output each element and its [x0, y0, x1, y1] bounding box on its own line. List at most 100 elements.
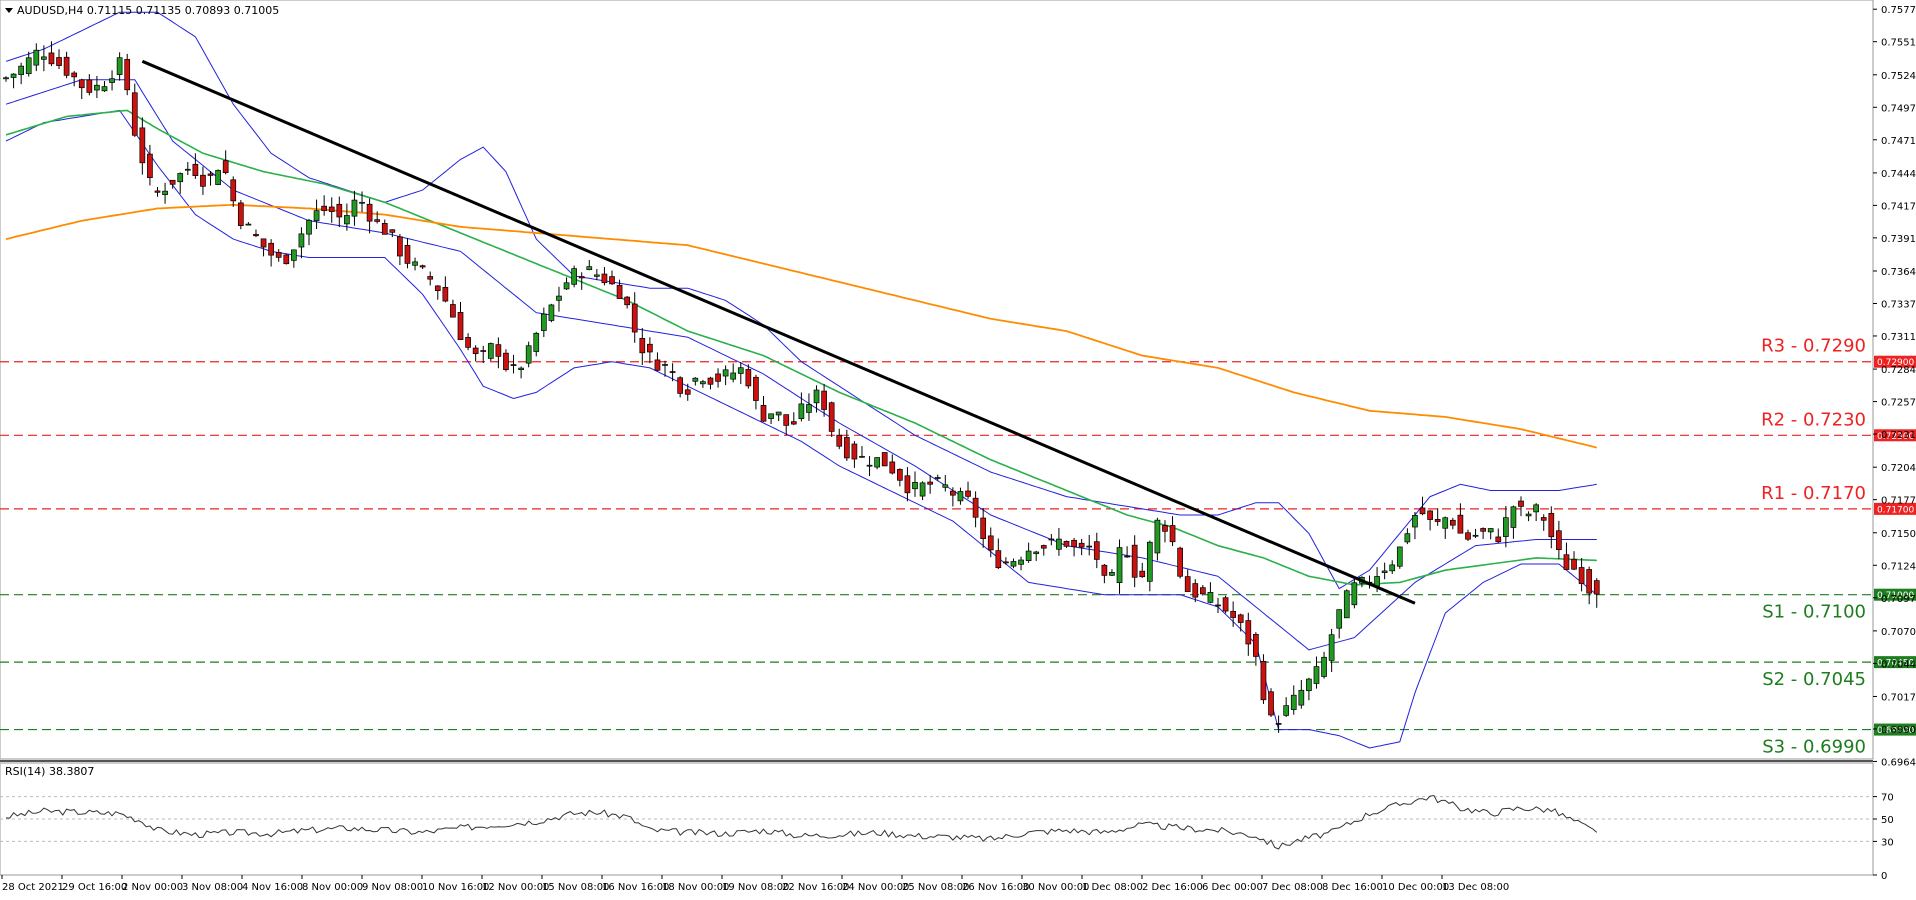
- time-tick-label: 2 Dec 16:00: [1142, 882, 1203, 893]
- candle-bearish: [1040, 545, 1047, 549]
- candle-bullish: [775, 411, 782, 416]
- candle-bearish: [639, 338, 646, 354]
- rsi-tick-label: 50: [1881, 815, 1894, 826]
- price-tick-label: 0.69905: [1881, 725, 1916, 736]
- candle-bearish: [1245, 620, 1252, 645]
- candle-bearish: [434, 285, 441, 291]
- candle-bearish: [1237, 614, 1244, 623]
- level-label-resistance: R2 - 0.7230: [1761, 409, 1866, 430]
- candle-bullish: [41, 56, 47, 60]
- candle-bullish: [215, 170, 221, 185]
- rsi-tick-label: 70: [1881, 793, 1894, 804]
- candle-bearish: [1434, 519, 1441, 522]
- candle-bullish: [298, 233, 305, 248]
- candle-bearish: [1078, 542, 1085, 548]
- candle-bullish: [730, 372, 737, 380]
- candle-bearish: [1495, 536, 1502, 543]
- candle-bearish: [843, 437, 850, 459]
- candle-bearish: [374, 219, 381, 222]
- candle-bearish: [1268, 691, 1274, 716]
- candle-bearish: [669, 371, 676, 373]
- candle-bearish: [1253, 634, 1259, 657]
- levels-layer: [0, 361, 1873, 731]
- candle-bullish: [1033, 551, 1040, 555]
- candle-bullish: [109, 78, 115, 83]
- candle-bearish: [154, 190, 161, 193]
- candle-bearish: [419, 265, 426, 268]
- price-tick-label: 0.74975: [1881, 103, 1916, 114]
- time-tick-label: 2 Nov 00:00: [122, 882, 183, 893]
- level-labels-layer: R3 - 0.7290 0.72900 R2 - 0.7230 0.72300 R1 -…: [1761, 336, 1916, 758]
- candle-bullish: [1313, 666, 1320, 684]
- candle-bullish: [692, 377, 699, 382]
- candle-bearish: [631, 303, 638, 333]
- candle-bullish: [1336, 609, 1343, 629]
- candle-bullish: [245, 223, 252, 226]
- time-tick-label: 28 Oct 2021: [2, 882, 64, 893]
- trendline-layer: [141, 59, 1416, 605]
- candle-bullish: [101, 86, 108, 92]
- candle-bullish: [1412, 514, 1418, 528]
- candle-bearish: [139, 127, 146, 164]
- time-tick-label: 22 Nov 16:00: [782, 882, 849, 893]
- candle-bearish: [881, 452, 888, 467]
- candle-bearish: [472, 347, 479, 355]
- candle-bearish: [366, 203, 373, 222]
- level-price-tag: [1874, 588, 1916, 601]
- candle-bearish: [336, 203, 343, 218]
- candle-bearish: [404, 245, 411, 264]
- candle-bullish: [1086, 545, 1093, 548]
- candle-bearish: [275, 252, 282, 258]
- candle-bearish: [1101, 564, 1108, 576]
- candle-bearish: [896, 469, 903, 481]
- candle-bearish: [283, 254, 290, 265]
- candle-bearish: [510, 364, 517, 366]
- candle-bearish: [654, 359, 661, 371]
- level-price-tag-text: 0.71000: [1877, 591, 1914, 601]
- candle-bearish: [1093, 541, 1100, 560]
- candle-bearish: [836, 434, 843, 447]
- candle-bearish: [222, 160, 229, 174]
- level-label-support: S1 - 0.7100: [1762, 602, 1866, 623]
- candle-bearish: [980, 517, 987, 539]
- candle-bearish: [1578, 567, 1585, 584]
- candle-bullish: [1306, 678, 1312, 692]
- level-price-tag-text: 0.69900: [1877, 726, 1914, 736]
- candle-bearish: [760, 404, 767, 422]
- candle-bullish: [1283, 705, 1290, 716]
- candle-bearish: [821, 390, 827, 410]
- collapse-triangle-icon[interactable]: [5, 8, 13, 13]
- candle-bullish: [533, 332, 540, 352]
- rsi-title: RSI(14) 38.3807: [5, 765, 94, 778]
- price-tick-label: 0.72575: [1881, 398, 1916, 409]
- candle-bearish: [260, 238, 267, 248]
- price-tick-label: 0.74175: [1881, 201, 1916, 212]
- time-tick-label: 13 Dec 08:00: [1442, 882, 1509, 893]
- time-tick-label: 9 Nov 08:00: [362, 882, 423, 893]
- candle-bearish: [457, 312, 464, 340]
- rsi-tick-label: 30: [1881, 837, 1894, 848]
- candle-bullish: [942, 484, 949, 488]
- candle-bullish: [586, 266, 593, 270]
- candle-bullish: [1290, 694, 1297, 710]
- candle-bullish: [1533, 504, 1540, 513]
- rsi-layer: 70 50 30 0: [0, 793, 1894, 882]
- level-price-tag-text: 0.72300: [1877, 432, 1914, 442]
- candle-bullish: [1404, 533, 1411, 543]
- candle-bearish: [465, 337, 471, 348]
- candle-bearish: [1184, 576, 1191, 592]
- candle-bearish: [1230, 610, 1237, 618]
- candle-bullish: [116, 57, 123, 75]
- time-tick-label: 30 Nov 00:00: [1022, 882, 1089, 893]
- candle-bullish: [1472, 534, 1479, 537]
- time-tick-label: 29 Oct 16:00: [62, 882, 127, 893]
